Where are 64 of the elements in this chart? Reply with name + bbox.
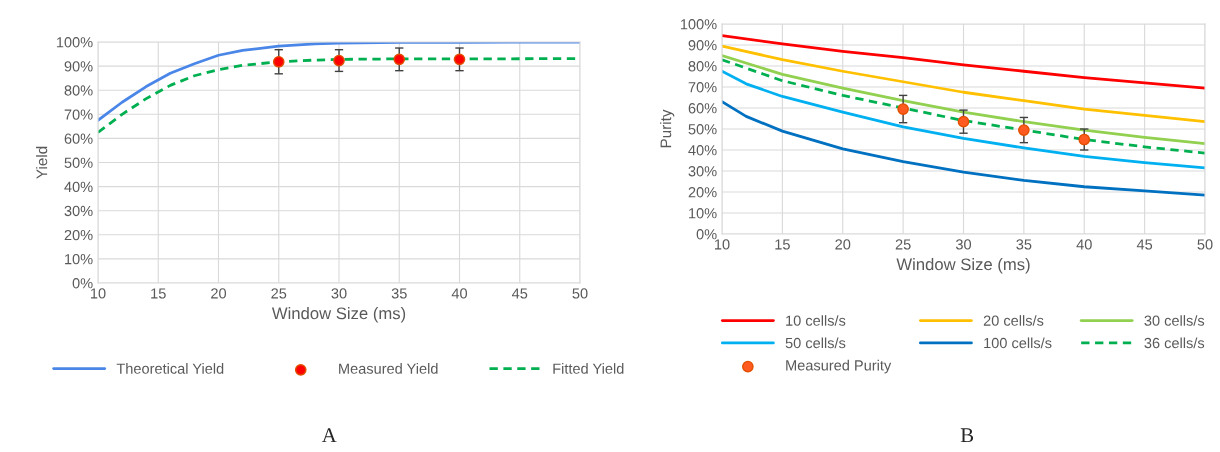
y-tick-label: 90%	[64, 61, 93, 72]
x-tick-label: 50	[572, 288, 588, 299]
x-tick-label: 40	[451, 288, 468, 299]
y-tick-label: 70%	[64, 109, 93, 120]
x-axis-title: Window Size (ms)	[896, 258, 1030, 274]
y-tick-label: 60%	[688, 103, 717, 114]
x-tick-label: 25	[895, 239, 911, 250]
legend-label: 20 cells/s	[983, 315, 1044, 326]
x-tick-label: 25	[271, 288, 287, 299]
y-tick-label: 10%	[65, 254, 93, 265]
y-tick-label: 60%	[64, 133, 93, 144]
x-tick-label: 15	[151, 288, 166, 299]
point	[1078, 133, 1091, 146]
legend-label: 50 cells/s	[785, 337, 846, 349]
x-tick-label: 15	[775, 239, 790, 250]
y-tick-label: 90%	[688, 40, 717, 51]
x-tick-label: 45	[1136, 239, 1153, 250]
line-series	[722, 69, 1205, 170]
y-tick-label: 20%	[64, 229, 93, 241]
point	[957, 115, 970, 128]
x-tick-label: 30	[331, 288, 347, 299]
legend-label: 10 cells/s	[786, 315, 846, 326]
y-tick-label: 50%	[688, 124, 717, 135]
legend-label: Theoretical Yield	[116, 363, 224, 374]
line-series	[722, 34, 1205, 90]
point	[1018, 124, 1030, 136]
x-tick-label: 35	[1016, 239, 1032, 250]
legend-label: Measured Yield	[339, 363, 438, 374]
x-tick-label: 35	[391, 288, 407, 299]
y-tick-label: 10%	[689, 208, 717, 219]
y-tick-label: 30%	[688, 166, 717, 177]
x-tick-label: 20	[835, 239, 851, 250]
x-tick-label: 45	[511, 288, 528, 299]
y-axis-title: Purity	[660, 109, 675, 148]
text: B	[960, 428, 974, 443]
y-tick-label: 40%	[688, 145, 717, 156]
y-tick-label: 0%	[696, 229, 717, 240]
y-tick-label: 80%	[64, 85, 93, 96]
legend-label: Measured Purity	[786, 359, 892, 374]
y-tick-label: 0%	[72, 278, 93, 289]
y-tick-label: 100%	[56, 37, 93, 48]
x-tick-label: 10	[91, 288, 106, 299]
legend-label: 30 cells/s	[1144, 315, 1205, 326]
legend-label: Fitted Yield	[553, 363, 624, 374]
y-axis-title: Yield	[36, 146, 48, 179]
y-tick-label: 50%	[64, 157, 93, 168]
y-tick-label: 40%	[64, 181, 93, 193]
line-series	[722, 44, 1205, 124]
y-tick-label: 30%	[64, 205, 93, 217]
y-tick-label: 70%	[688, 82, 717, 93]
x-tick-label: 10	[715, 239, 730, 250]
x-tick-label: 30	[955, 239, 972, 250]
legend-label: 36 cells/s	[1144, 337, 1205, 349]
legend-label: 100 cells/s	[984, 337, 1052, 349]
x-tick-label: 40	[1076, 239, 1092, 250]
point	[897, 103, 909, 115]
y-tick-label: 100%	[680, 19, 717, 30]
x-tick-label: 50	[1197, 239, 1213, 250]
x-axis-title: Window Size (ms)	[271, 307, 406, 323]
y-tick-label: 20%	[688, 187, 717, 198]
text: A	[321, 428, 337, 443]
y-tick-label: 80%	[688, 61, 717, 72]
line-series	[722, 100, 1205, 197]
x-tick-label: 20	[211, 288, 227, 299]
